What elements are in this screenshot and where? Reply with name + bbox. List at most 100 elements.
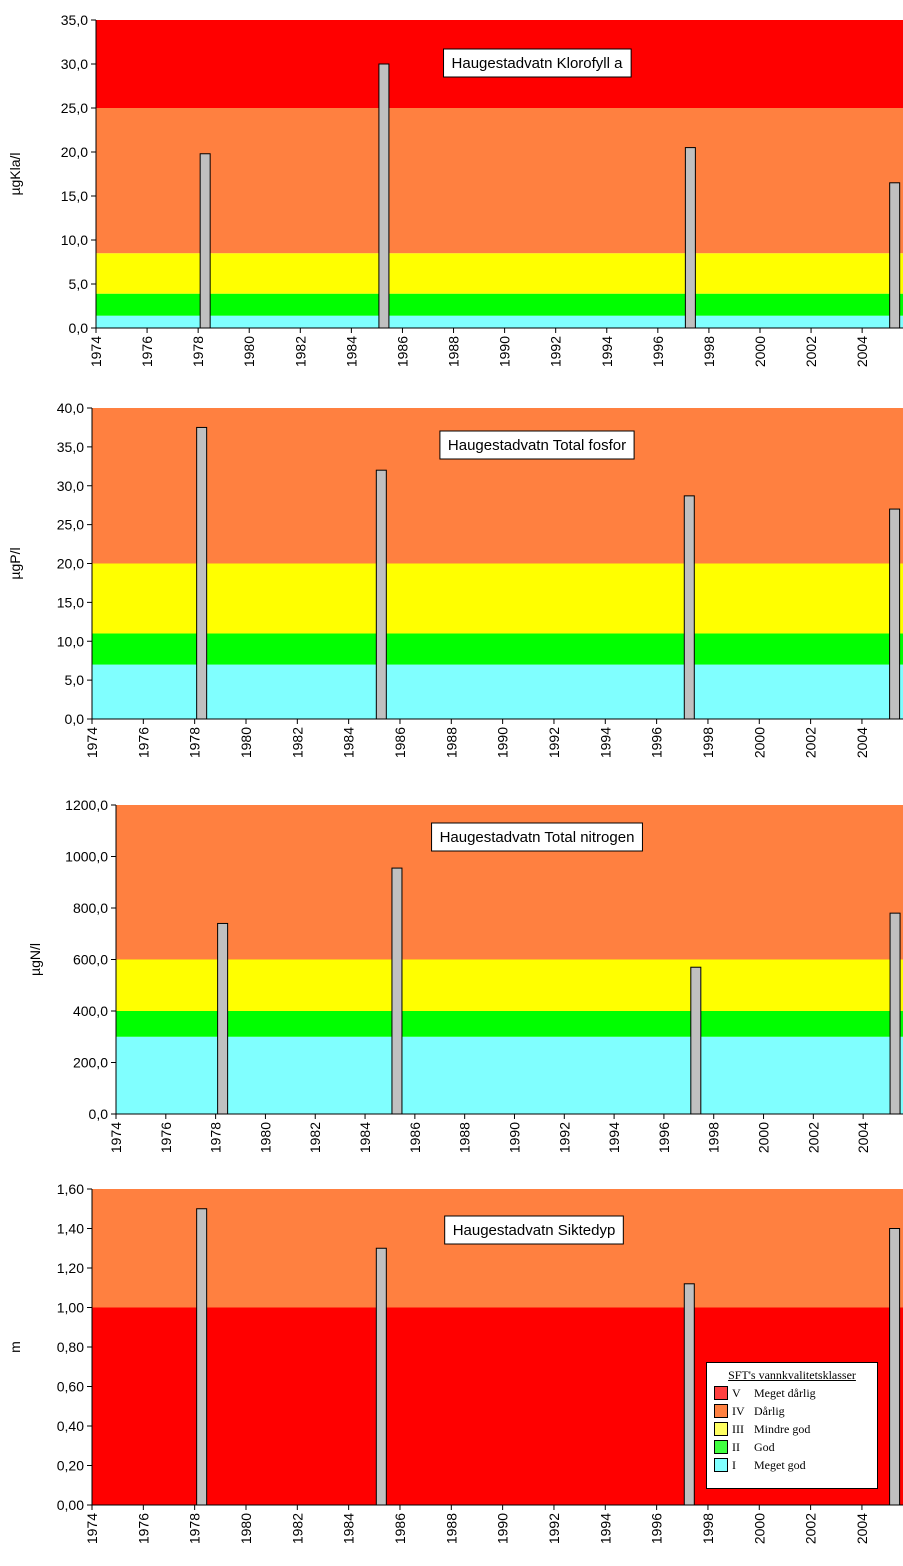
x-tick-label: 1986 [394, 336, 410, 367]
x-tick-label: 2002 [803, 336, 819, 367]
y-axis-label: m [7, 1341, 23, 1353]
class-band-II [92, 633, 903, 665]
y-tick-label: 1,00 [57, 1300, 84, 1316]
legend-label: Dårlig [754, 1403, 785, 1418]
x-tick-label: 2004 [854, 727, 870, 758]
legend-code: II [732, 1439, 740, 1454]
x-tick-label: 1978 [208, 1122, 224, 1153]
x-tick-label: 1980 [238, 727, 254, 758]
x-tick-label: 2004 [854, 1513, 870, 1544]
x-tick-label: 1988 [443, 1513, 459, 1544]
x-tick-label: 1988 [446, 336, 462, 367]
y-tick-label: 10,0 [61, 232, 88, 248]
y-tick-label: 1,60 [57, 1181, 84, 1197]
x-tick-label: 1980 [241, 336, 257, 367]
x-tick-label: 1982 [292, 336, 308, 367]
y-tick-label: 0,0 [65, 711, 85, 727]
y-tick-label: 0,20 [57, 1458, 84, 1474]
chart-title: Haugestadvatn Siktedyp [444, 1215, 624, 1245]
x-tick-label: 1974 [108, 1122, 124, 1153]
legend: SFT's vannkvalitetsklasser V Meget dårli… [706, 1362, 878, 1489]
x-tick-label: 1998 [701, 336, 717, 367]
x-tick-label: 1998 [700, 1513, 716, 1544]
x-tick-label: 1996 [649, 727, 665, 758]
class-band-I [116, 1036, 903, 1114]
y-axis-label: µgN/l [27, 943, 43, 976]
bar-1997 [684, 147, 696, 329]
x-tick-label: 2002 [803, 727, 819, 758]
x-tick-label: 2004 [854, 336, 870, 367]
bar-2005 [889, 1228, 901, 1506]
bar-1978 [196, 1208, 208, 1506]
bar-1997 [690, 966, 702, 1115]
chart-fosfor: 0,0 5,0 10,0 15,0 20,0 25,0 30,0 35,0 40,0 1974 19… [0, 392, 903, 785]
legend-item: IV Dårlig [707, 1402, 877, 1420]
x-tick-label: 1976 [139, 336, 155, 367]
chart-title-text: Haugestadvatn Klorofyll a [452, 55, 624, 72]
legend-code: V [732, 1385, 741, 1400]
y-tick-label: 200,0 [73, 1055, 108, 1071]
x-tick-label: 1992 [556, 1122, 572, 1153]
class-band-III [92, 563, 903, 634]
class-band-I [96, 315, 903, 328]
class-band-II [116, 1011, 903, 1037]
x-tick-label: 1986 [407, 1122, 423, 1153]
class-band-I [92, 664, 903, 719]
x-tick-label: 2004 [855, 1122, 871, 1153]
legend-label: Meget god [754, 1457, 806, 1472]
y-tick-label: 15,0 [57, 594, 84, 610]
y-tick-label: 10,0 [57, 633, 84, 649]
x-tick-label: 1974 [84, 1513, 100, 1544]
y-tick-label: 1,40 [57, 1221, 84, 1237]
legend-swatch [714, 1458, 728, 1472]
x-tick-label: 1982 [307, 1122, 323, 1153]
x-tick-label: 1986 [392, 1513, 408, 1544]
bar-2005 [889, 182, 901, 329]
legend-code: IV [732, 1403, 745, 1418]
legend-swatch [714, 1422, 728, 1436]
bar-2005 [889, 912, 901, 1115]
x-tick-label: 1992 [546, 1513, 562, 1544]
x-tick-label: 1988 [443, 727, 459, 758]
x-tick-label: 1994 [606, 1122, 622, 1153]
chart-title-box [439, 430, 635, 460]
y-tick-label: 1200,0 [65, 797, 108, 813]
chart-nitrogen: 0,0 200,0 400,0 600,0 800,0 1000,0 1200,0 1974 1… [0, 785, 903, 1178]
y-tick-label: 25,0 [57, 517, 84, 533]
x-tick-label: 1978 [187, 727, 203, 758]
bar-2005 [889, 508, 901, 720]
legend-title: SFT's vannkvalitetsklasser [728, 1368, 856, 1382]
chart-title-text: Haugestadvatn Total nitrogen [440, 829, 635, 846]
y-tick-label: 0,80 [57, 1339, 84, 1355]
chart-title-text: Haugestadvatn Siktedyp [453, 1222, 616, 1239]
chart-klorofyll: 0,0 5,0 10,0 15,0 20,0 25,0 30,0 35,0 1974 1976 19… [0, 0, 903, 392]
bar-1978 [217, 922, 229, 1115]
x-tick-label: 1990 [495, 1513, 511, 1544]
chart-title: Haugestadvatn Total fosfor [439, 430, 635, 460]
x-tick-label: 1982 [289, 727, 305, 758]
y-tick-label: 5,0 [65, 672, 85, 688]
y-tick-label: 0,60 [57, 1379, 84, 1395]
y-tick-label: 40,0 [57, 400, 84, 416]
x-tick-label: 1996 [656, 1122, 672, 1153]
class-band-III [96, 253, 903, 294]
legend-swatch [714, 1404, 728, 1418]
legend-code: III [732, 1421, 744, 1436]
y-tick-label: 1,20 [57, 1260, 84, 1276]
y-tick-label: 30,0 [57, 478, 84, 494]
bar-1997 [683, 1283, 695, 1506]
x-tick-label: 1984 [343, 336, 359, 367]
legend-label: Mindre god [754, 1421, 811, 1436]
x-tick-label: 2000 [751, 727, 767, 758]
class-band-III [116, 959, 903, 1011]
x-tick-label: 1978 [187, 1513, 203, 1544]
class-band-IV [92, 1189, 903, 1308]
y-axis-label: µgP/l [7, 547, 23, 579]
bar-1985 [375, 469, 387, 720]
x-tick-label: 1992 [546, 727, 562, 758]
bar-1978 [199, 153, 211, 329]
y-tick-label: 400,0 [73, 1003, 108, 1019]
chart-title: Haugestadvatn Klorofyll a [443, 48, 632, 78]
x-tick-label: 1998 [700, 727, 716, 758]
y-tick-label: 20,0 [61, 144, 88, 160]
